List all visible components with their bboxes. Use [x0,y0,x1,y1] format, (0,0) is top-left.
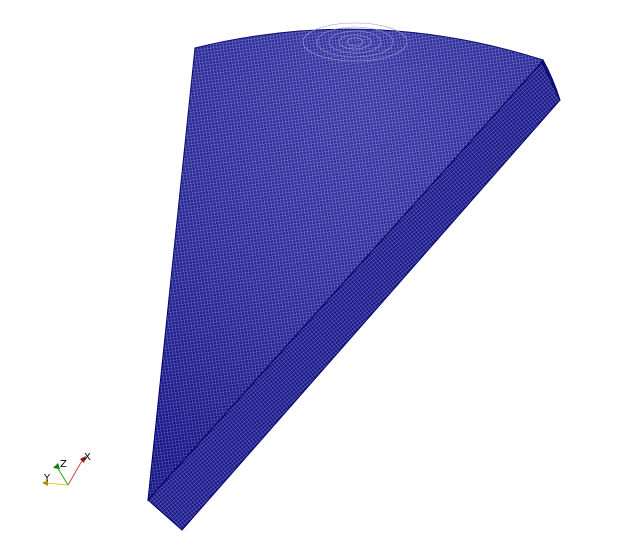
z-axis-line [56,466,69,486]
y-axis-cone [42,480,48,486]
x-axis-cone [80,456,86,463]
axis-helper-line [45,482,69,486]
y-axis-label: Y [43,473,51,484]
z-axis-cone [53,463,60,469]
orientation-axes-widget: X Y Z [42,452,91,486]
x-axis-label: X [84,452,91,463]
wedge-arc-face [541,58,561,101]
wedge-top-shading [148,29,543,500]
top-ripple [302,22,408,62]
z-axis-label: Z [60,459,67,470]
x-axis-line [67,458,84,486]
